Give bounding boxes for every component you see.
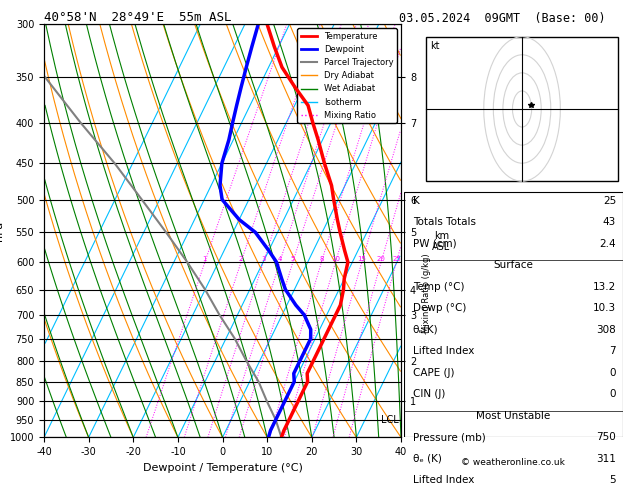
Text: θₑ(K): θₑ(K) (413, 325, 438, 335)
Text: kt: kt (430, 41, 440, 51)
Text: PW (cm): PW (cm) (413, 239, 456, 249)
Text: 25: 25 (392, 256, 401, 262)
Text: 750: 750 (596, 432, 616, 442)
Text: 0: 0 (610, 389, 616, 399)
Text: Temp (°C): Temp (°C) (413, 282, 464, 292)
Text: Most Unstable: Most Unstable (476, 411, 550, 420)
Text: 3: 3 (261, 256, 265, 262)
Text: Surface: Surface (493, 260, 533, 270)
Bar (404, 191, 623, 437)
Text: K: K (413, 196, 420, 206)
Text: 308: 308 (596, 325, 616, 335)
Text: Mixing Ratio (g/kg): Mixing Ratio (g/kg) (423, 253, 431, 332)
Text: LCL: LCL (381, 415, 399, 425)
Text: 4: 4 (277, 256, 282, 262)
Text: 311: 311 (596, 453, 616, 464)
Text: Lifted Index: Lifted Index (413, 346, 474, 356)
Text: © weatheronline.co.uk: © weatheronline.co.uk (461, 458, 565, 467)
Text: 7: 7 (610, 346, 616, 356)
Bar (426, 37, 618, 181)
Text: 10.3: 10.3 (593, 303, 616, 313)
Text: 25: 25 (603, 196, 616, 206)
Y-axis label: hPa: hPa (0, 221, 4, 241)
X-axis label: Dewpoint / Temperature (°C): Dewpoint / Temperature (°C) (143, 463, 303, 473)
Text: 2.4: 2.4 (599, 239, 616, 249)
Text: 13.2: 13.2 (593, 282, 616, 292)
Text: θₑ (K): θₑ (K) (413, 453, 442, 464)
Text: 5: 5 (610, 475, 616, 485)
Text: 10: 10 (331, 256, 340, 262)
Text: Pressure (mb): Pressure (mb) (413, 432, 486, 442)
Text: 1: 1 (203, 256, 207, 262)
Text: 8: 8 (319, 256, 324, 262)
Legend: Temperature, Dewpoint, Parcel Trajectory, Dry Adiabat, Wet Adiabat, Isotherm, Mi: Temperature, Dewpoint, Parcel Trajectory… (298, 29, 397, 123)
Text: 2: 2 (239, 256, 243, 262)
Text: Lifted Index: Lifted Index (413, 475, 474, 485)
Text: 15: 15 (357, 256, 366, 262)
Text: 40°58'N  28°49'E  55m ASL: 40°58'N 28°49'E 55m ASL (44, 11, 231, 24)
Text: CIN (J): CIN (J) (413, 389, 445, 399)
Text: 20: 20 (377, 256, 386, 262)
Text: Totals Totals: Totals Totals (413, 217, 476, 227)
Text: CAPE (J): CAPE (J) (413, 367, 454, 378)
Text: Dewp (°C): Dewp (°C) (413, 303, 466, 313)
Text: 43: 43 (603, 217, 616, 227)
Text: 5: 5 (291, 256, 295, 262)
Y-axis label: km
ASL: km ASL (432, 231, 450, 252)
Text: 0: 0 (610, 367, 616, 378)
Text: 03.05.2024  09GMT  (Base: 00): 03.05.2024 09GMT (Base: 00) (399, 12, 606, 25)
